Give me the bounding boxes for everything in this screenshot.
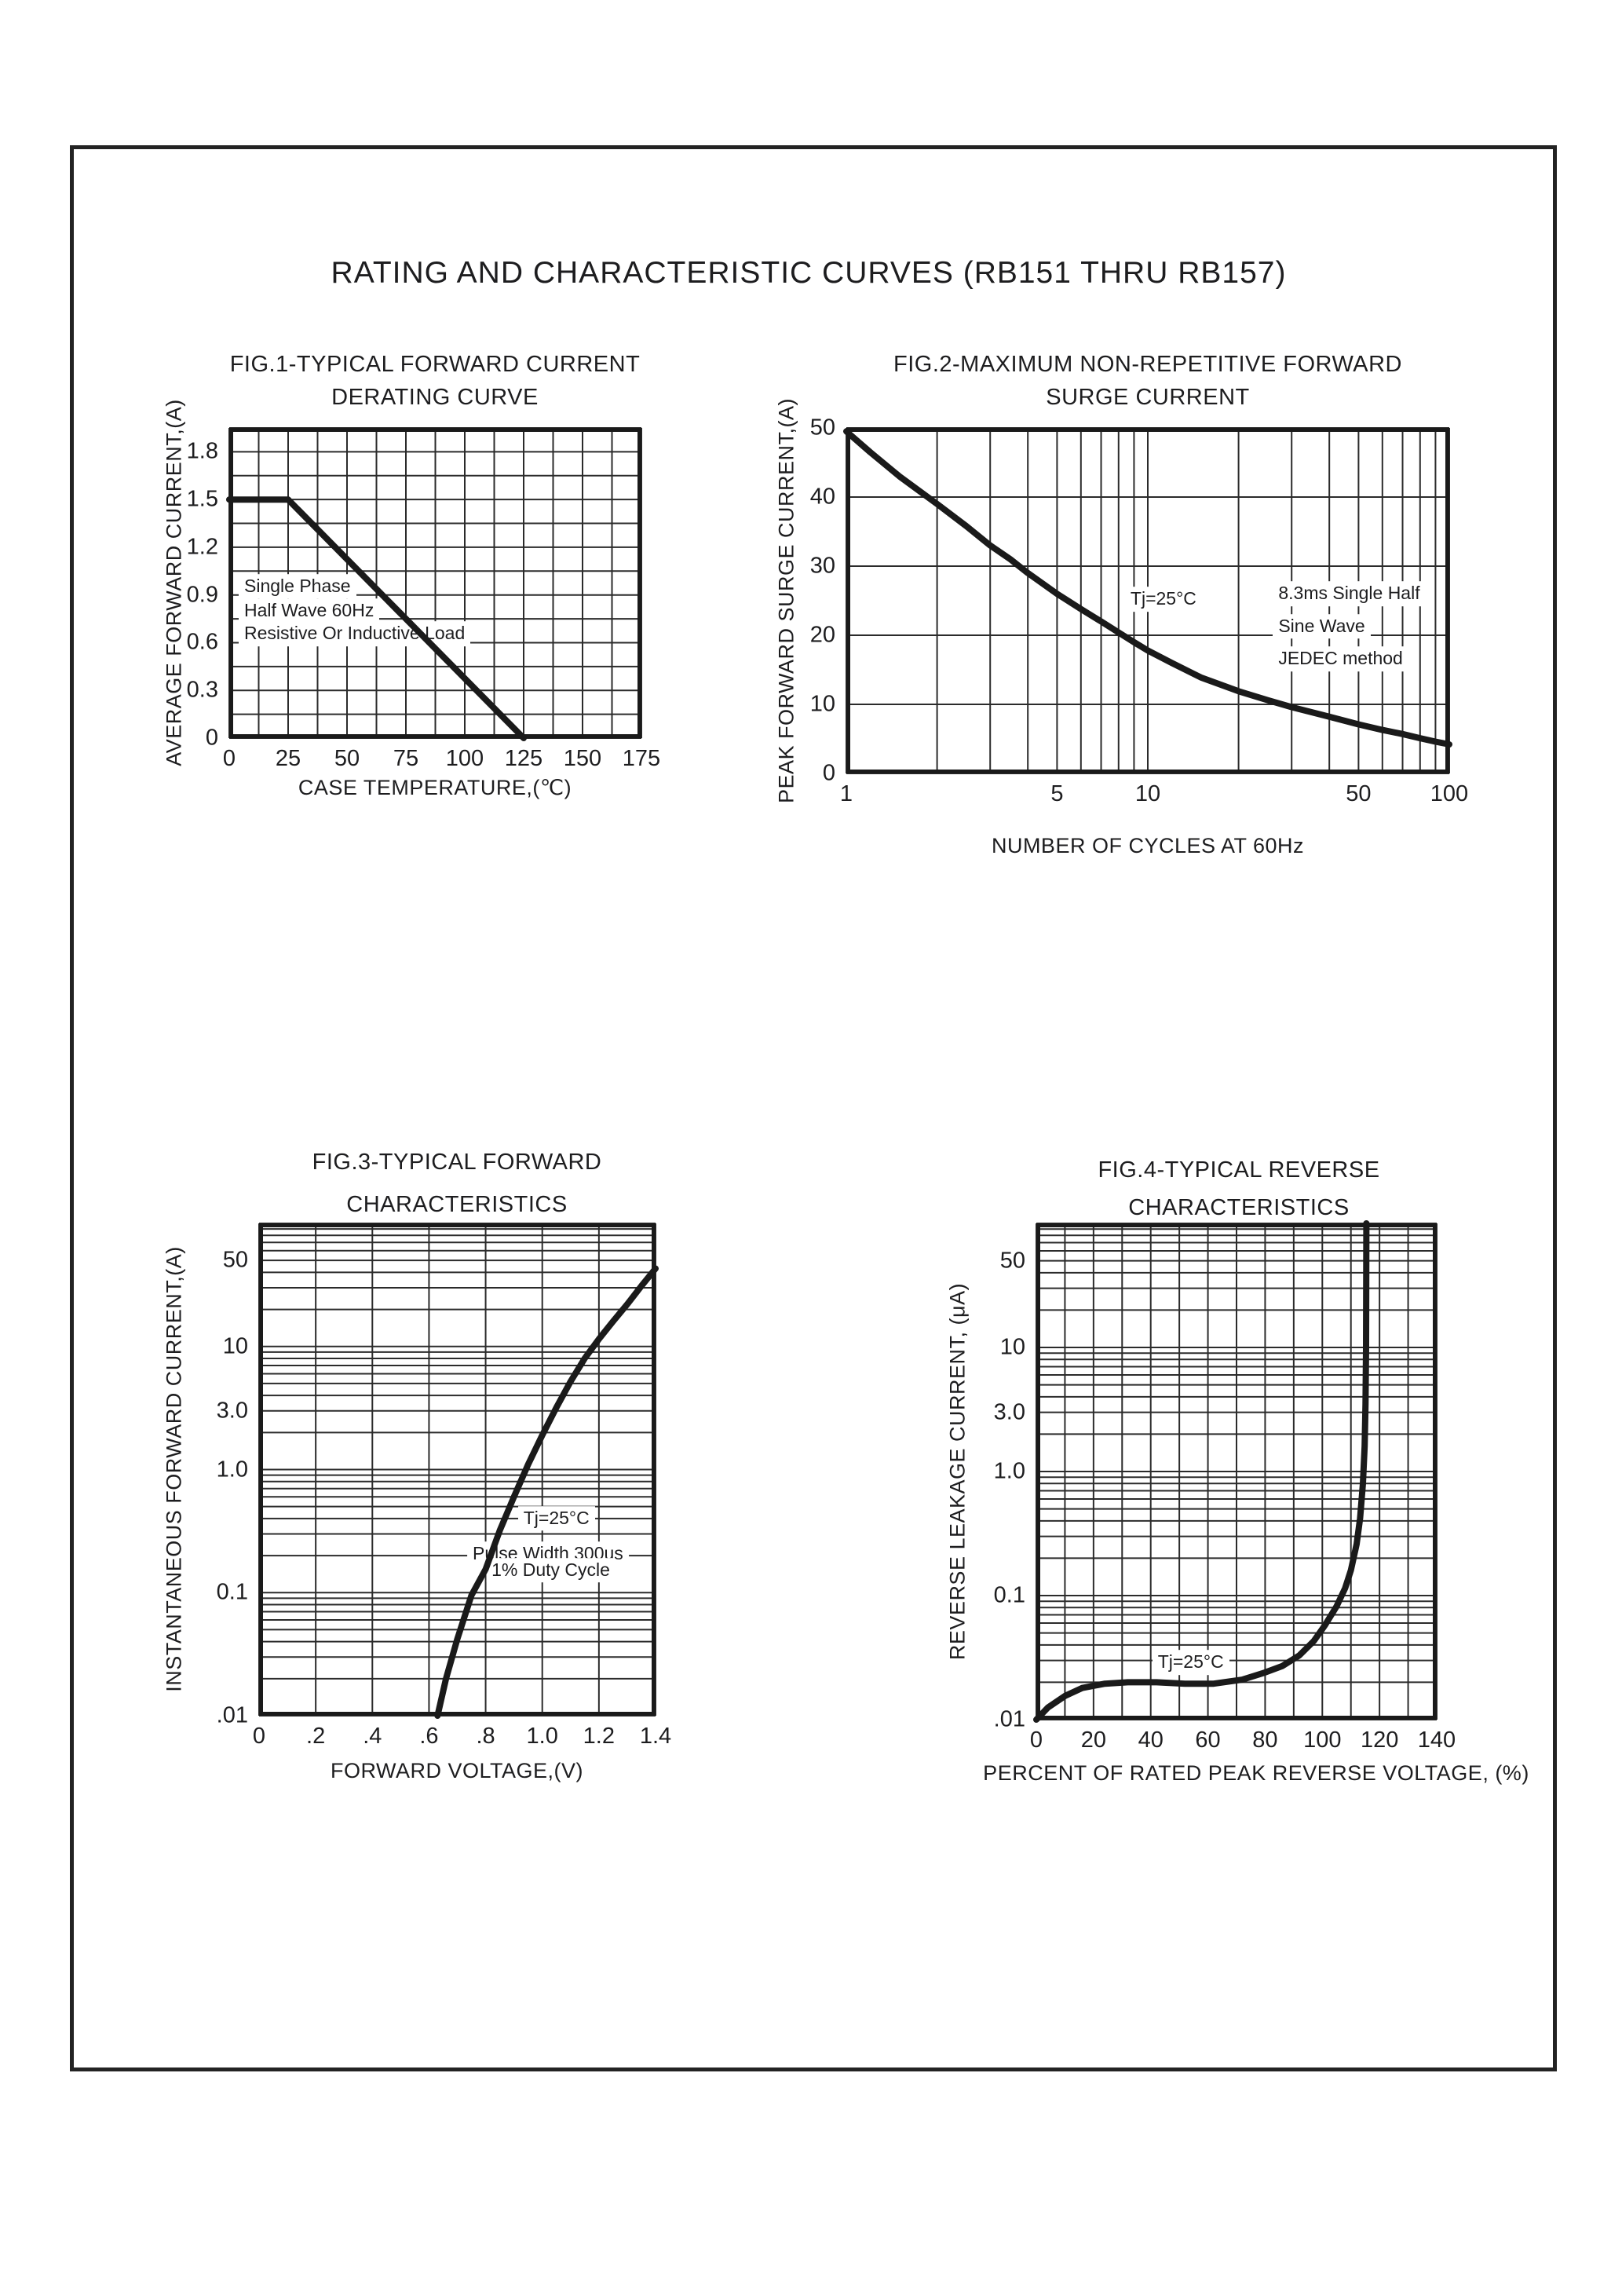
fig2-y-axis-label: PEAK FORWARD SURGE CURRENT,(A)	[774, 397, 798, 804]
fig4-x-tick: 80	[1252, 1727, 1278, 1753]
fig1-y-tick: 1.5	[186, 486, 218, 512]
fig1-annotation: Single Phase	[239, 573, 356, 599]
fig1-y-tick: 1.2	[186, 534, 218, 560]
fig3-x-axis-label: FORWARD VOLTAGE,(V)	[330, 1759, 584, 1782]
fig1-plot-area: Single Phase Half Wave 60Hz Resistive Or I…	[187, 427, 660, 770]
fig2-annotation: Tj=25°C	[1124, 587, 1202, 612]
fig3-y-axis-label: INSTANTANEOUS FORWARD CURRENT,(A)	[162, 1246, 186, 1692]
fig4-curves	[1033, 1220, 1370, 1723]
fig4-grid	[1036, 1223, 1438, 1720]
fig3-title-line2: CHARACTERISTICS	[346, 1192, 568, 1217]
fig3-x-tick: .6	[419, 1724, 439, 1749]
fig1-x-tick: 175	[622, 746, 661, 771]
fig1-x-tick: 25	[275, 746, 301, 771]
fig2-annotation: 8.3ms Single Half	[1273, 581, 1426, 606]
fig4-y-tick: 10	[999, 1334, 1025, 1360]
fig4-curve-reverse-characteristics	[1033, 1220, 1370, 1723]
fig4-y-tick: .01	[993, 1706, 1025, 1732]
fig1-x-tick: 0	[222, 746, 236, 771]
fig1-x-axis-label: CASE TEMPERATURE,(℃)	[298, 776, 572, 799]
fig3-x-tick: .2	[306, 1724, 326, 1749]
fig1-frame	[229, 428, 641, 738]
page-title: RATING AND CHARACTERISTIC CURVES (RB151 …	[331, 256, 1287, 291]
fig2-x-tick: 5	[1050, 781, 1064, 806]
fig3-y-tick: 0.1	[216, 1579, 248, 1605]
fig2-title-line2: SURGE CURRENT	[1046, 385, 1250, 410]
fig4-x-tick: 140	[1417, 1727, 1456, 1753]
fig2-x-tick: 1	[839, 781, 853, 806]
fig4-x-tick: 0	[1029, 1727, 1043, 1753]
fig2-plot-area: Tj=25°C 8.3ms Single Half Sine Wave JEDEC m…	[810, 416, 1468, 806]
fig3-x-tick: 1.4	[639, 1724, 672, 1749]
fig3-x-tick: .8	[476, 1724, 495, 1749]
fig1-x-tick: 50	[334, 746, 360, 771]
fig4-y-axis-label: REVERSE LEAKAGE CURRENT, (μA)	[945, 1282, 970, 1661]
fig1-title-line2: DERATING CURVE	[331, 385, 539, 410]
fig3-plot-area: Tj=25°C Pulse Width 300us 1% Duty Cycle 0.2…	[217, 1223, 671, 1748]
fig3-title-line1: FIG.3-TYPICAL FORWARD	[312, 1150, 602, 1175]
fig1-curve-forward-current-derating	[226, 496, 527, 741]
fig4-frame	[1036, 1223, 1437, 1720]
fig3-x-tick: 0	[252, 1724, 266, 1749]
fig3-y-tick: 3.0	[216, 1398, 248, 1424]
fig3-y-tick: 10	[222, 1333, 248, 1359]
fig2-annotation: Sine Wave	[1273, 613, 1371, 639]
fig2-x-tick: 10	[1134, 781, 1161, 806]
fig3-curve-forward-characteristics	[434, 1265, 659, 1719]
fig3-y-tick: 1.0	[216, 1457, 248, 1482]
fig4-x-axis-label: PERCENT OF RATED PEAK REVERSE VOLTAGE, (…	[983, 1761, 1529, 1785]
fig1-curves	[226, 496, 527, 741]
fig2-y-tick: 0	[822, 760, 835, 786]
fig4-y-tick: 1.0	[993, 1458, 1025, 1484]
fig4-annotation: Tj=25°C	[1152, 1650, 1229, 1675]
fig4-title-line1: FIG.4-TYPICAL REVERSE	[1098, 1157, 1380, 1183]
fig1-y-tick: 1.8	[186, 438, 218, 464]
fig4-x-tick: 100	[1303, 1727, 1342, 1753]
fig2-frame	[846, 428, 1449, 773]
fig1-title-line1: FIG.1-TYPICAL FORWARD CURRENT	[229, 352, 641, 377]
fig3-curves	[434, 1265, 659, 1719]
fig2-y-tick: 40	[809, 484, 835, 510]
fig4-x-tick: 120	[1360, 1727, 1399, 1753]
fig4-plot-area: Tj=25°C 0 20 40 60 80 100 120 140 50 10 3.0 1.0 0.1 .0…	[994, 1220, 1456, 1752]
fig1-x-tick: 100	[445, 746, 484, 771]
fig2-curve-surge-current	[843, 428, 1452, 748]
fig4-x-tick: 60	[1195, 1727, 1221, 1753]
fig1-y-tick: 0.9	[186, 582, 218, 608]
fig3-annotation: 1% Duty Cycle	[486, 1557, 616, 1583]
fig2-y-tick: 30	[809, 553, 835, 579]
fig4-y-tick: 3.0	[993, 1399, 1025, 1425]
fig3-y-tick: .01	[216, 1702, 248, 1728]
fig2-annotation: JEDEC method	[1273, 646, 1408, 671]
fig1-x-tick: 150	[563, 746, 602, 771]
fig3-x-tick: .4	[363, 1724, 382, 1749]
fig2-x-axis-label: NUMBER OF CYCLES AT 60Hz	[991, 834, 1305, 857]
fig2-curves	[843, 428, 1452, 748]
fig1-y-axis-label: AVERAGE FORWARD CURRENT,(A)	[162, 399, 186, 766]
fig3-annotation: Tj=25°C	[517, 1506, 595, 1531]
fig4-y-tick: 50	[999, 1248, 1025, 1274]
fig1-y-tick: 0	[205, 725, 218, 751]
fig2-y-tick: 20	[809, 622, 835, 648]
fig1-y-tick: 0.6	[186, 629, 218, 655]
fig2-y-tick: 10	[809, 691, 835, 717]
fig3-x-tick: 1.2	[583, 1724, 616, 1749]
fig3-frame	[259, 1223, 656, 1716]
fig1-annotation: Half Wave 60Hz	[239, 598, 380, 623]
fig4-x-tick: 40	[1138, 1727, 1164, 1753]
fig4-title-line2: CHARACTERISTICS	[1128, 1195, 1350, 1220]
fig2-x-tick: 100	[1430, 781, 1469, 806]
fig4-x-tick: 20	[1080, 1727, 1106, 1753]
fig2-x-tick: 50	[1346, 781, 1372, 806]
fig1-x-tick: 75	[393, 746, 419, 771]
fig4-y-tick: 0.1	[993, 1582, 1025, 1608]
fig1-x-tick: 125	[504, 746, 543, 771]
fig3-y-tick: 50	[222, 1247, 248, 1273]
fig2-y-tick: 50	[809, 415, 835, 441]
fig3-x-tick: 1.0	[526, 1724, 558, 1749]
fig2-title-line1: FIG.2-MAXIMUM NON-REPETITIVE FORWARD	[893, 352, 1402, 377]
fig1-y-tick: 0.3	[186, 677, 218, 703]
